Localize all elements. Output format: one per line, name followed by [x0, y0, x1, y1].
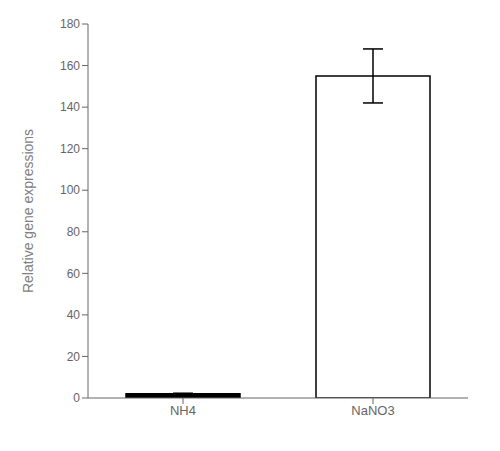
svg-text:120: 120: [60, 142, 80, 156]
svg-text:80: 80: [67, 225, 81, 239]
svg-text:40: 40: [67, 308, 81, 322]
svg-text:NaNO3: NaNO3: [351, 403, 394, 418]
svg-text:180: 180: [60, 17, 80, 31]
svg-text:60: 60: [67, 267, 81, 281]
svg-text:100: 100: [60, 183, 80, 197]
svg-text:Relative gene expressions: Relative gene expressions: [20, 129, 36, 293]
svg-text:140: 140: [60, 100, 80, 114]
svg-text:160: 160: [60, 59, 80, 73]
svg-text:20: 20: [67, 350, 81, 364]
svg-text:NH4: NH4: [170, 403, 196, 418]
svg-text:0: 0: [73, 391, 80, 405]
